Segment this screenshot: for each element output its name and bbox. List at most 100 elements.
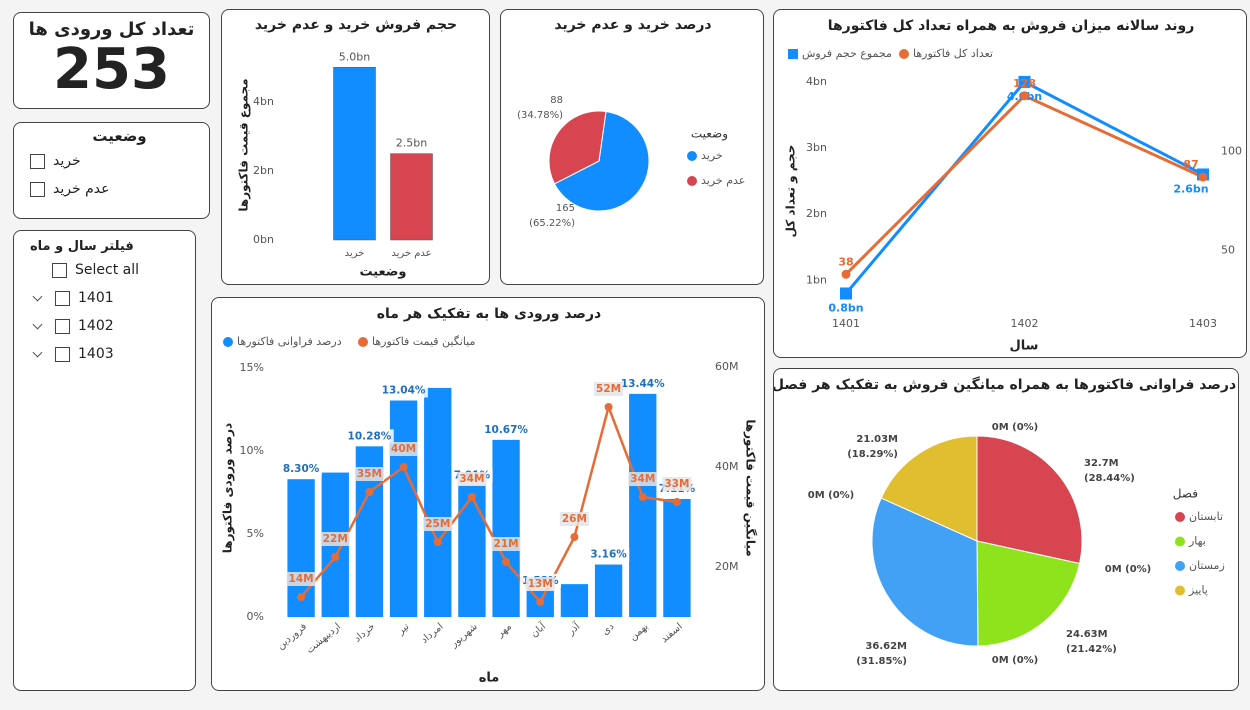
data-label: 52M <box>596 383 621 395</box>
data-label: 13M <box>528 578 553 590</box>
data-label: 10.67% <box>484 424 528 436</box>
x-tick-label: اردیبهشت <box>304 621 343 656</box>
data-label: 2.6bn <box>1173 182 1208 195</box>
legend-label: تابستان <box>1189 510 1223 523</box>
slicer-title: فیلتر سال و ماه <box>30 239 134 254</box>
checkbox[interactable] <box>55 290 70 306</box>
chart-panel: روند سالانه میزان فروش به همراه تعداد کل… <box>773 9 1247 358</box>
legend-label: پاییز <box>1188 584 1208 597</box>
bar <box>560 584 589 617</box>
annotation: 0M (0%) <box>992 422 1039 433</box>
marker <box>672 498 681 506</box>
data-label: 24.63M <box>1066 629 1108 640</box>
x-tick-label: 1401 <box>832 317 860 330</box>
slicer-option[interactable]: 1403 <box>30 340 195 368</box>
tick-label: 3bn <box>806 141 827 154</box>
x-tick-label: تیر <box>395 621 412 637</box>
label-bg <box>482 422 531 437</box>
label-bg <box>320 532 350 546</box>
pie-slice <box>976 540 1081 647</box>
legend-label: زمستان <box>1189 559 1225 572</box>
legend-title: وضعیت <box>691 127 728 142</box>
tick-label: 4bn <box>806 75 827 88</box>
slicer-option[interactable]: Select all <box>30 256 195 284</box>
tick-label: 2bn <box>253 164 274 177</box>
slicer-option[interactable]: خرید <box>30 147 209 175</box>
label-bg <box>628 472 658 486</box>
checkbox[interactable] <box>30 153 45 169</box>
data-label: 35M <box>357 468 382 480</box>
checkbox[interactable] <box>30 181 45 197</box>
percent-label: (21.42%) <box>1066 644 1117 655</box>
bar <box>492 439 520 617</box>
tick-label: 1bn <box>806 273 827 286</box>
label-bg <box>379 383 428 398</box>
label-bg <box>286 572 316 586</box>
label-bg <box>618 376 668 391</box>
legend-marker <box>899 49 909 59</box>
marker <box>297 593 306 601</box>
checkbox[interactable] <box>55 318 70 334</box>
data-label: 0.8bn <box>828 301 863 314</box>
date-slicer: فیلتر سال و ماه Select all 1401 1402 140… <box>13 230 196 691</box>
marker <box>604 403 613 411</box>
option-label: 1402 <box>78 318 114 334</box>
label-bg <box>423 517 453 531</box>
chart: حجم فروش خرید و عدم خرید 0bn 2bn 4bn 5.0bn خر… <box>237 17 458 280</box>
legend-marker <box>1175 585 1185 596</box>
option-label: عدم خرید <box>53 181 110 197</box>
tick-label: 20M <box>715 560 739 573</box>
x-tick-label: شهریور <box>448 621 480 650</box>
x-tick-label: اسفند <box>659 621 685 645</box>
marker <box>399 463 408 471</box>
chart-panel: درصد فراوانی فاکتورها به همراه میانگین ف… <box>773 368 1239 691</box>
slicer-option[interactable]: عدم خرید <box>30 175 209 203</box>
expand-icon[interactable] <box>32 347 43 357</box>
slicer-option[interactable]: 1401 <box>30 284 195 312</box>
legend-marker <box>687 151 697 161</box>
label-bg <box>662 477 692 491</box>
tick-label: 60M <box>715 360 739 373</box>
marker <box>1198 172 1208 182</box>
marker <box>365 488 374 496</box>
status-slicer: وضعیت خرید عدم خرید <box>13 122 210 219</box>
legend-marker <box>223 337 233 347</box>
pie-slice <box>880 435 978 542</box>
tick-label: 4bn <box>253 95 274 108</box>
bar <box>663 498 691 617</box>
tick-label: 100 <box>1221 144 1242 157</box>
label-bg <box>457 472 487 486</box>
chart-panel: حجم فروش خرید و عدم خرید 0bn 2bn 4bn 5.0bn خر… <box>221 9 490 285</box>
marker <box>840 287 852 300</box>
expand-icon[interactable] <box>32 291 43 301</box>
checkbox[interactable] <box>52 262 67 278</box>
legend-label: عدم خرید <box>701 174 745 187</box>
tick-label: 0bn <box>253 233 274 246</box>
slicer-option[interactable]: 1402 <box>30 312 195 340</box>
option-label: 1403 <box>78 346 114 362</box>
bar <box>424 387 452 617</box>
data-label: 13.04% <box>382 385 426 397</box>
chart-title: حجم فروش خرید و عدم خرید <box>255 17 457 33</box>
data-label: 34M <box>630 473 655 485</box>
x-tick-label: دی <box>600 621 616 637</box>
bar <box>333 67 376 241</box>
chart: درصد ورودی ها به تفکیک هر ماه 0% 5% 10% 15% 2… <box>221 306 758 686</box>
chart-title: روند سالانه میزان فروش به همراه تعداد کل… <box>828 18 1195 34</box>
percent-label: (18.29%) <box>847 449 898 460</box>
label-bg <box>354 467 384 481</box>
data-label: 33M <box>664 478 689 490</box>
legend-label: خرید <box>701 149 723 162</box>
chart: درصد خرید و عدم خرید 165 (65.22%) خرید 88 (34… <box>517 17 745 229</box>
checkbox[interactable] <box>55 346 70 362</box>
chart-title: درصد ورودی ها به تفکیک هر ماه <box>377 306 601 322</box>
pie-slice <box>976 435 1083 565</box>
expand-icon[interactable] <box>32 319 43 329</box>
marker <box>1020 91 1029 101</box>
line <box>844 94 1204 276</box>
data-label: 165 <box>556 203 575 214</box>
marker <box>331 553 340 561</box>
line <box>844 80 1204 295</box>
tick-label: 40M <box>715 460 739 473</box>
marker <box>467 493 476 501</box>
